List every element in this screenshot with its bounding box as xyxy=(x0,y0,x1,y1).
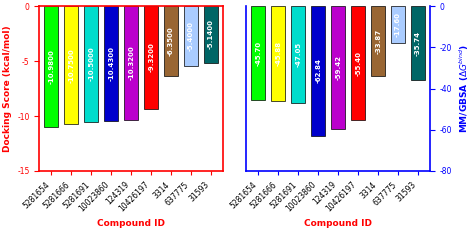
Bar xyxy=(124,6,138,120)
Bar xyxy=(311,6,325,136)
Bar xyxy=(252,6,265,100)
Text: -5.4000: -5.4000 xyxy=(188,21,194,51)
Bar xyxy=(144,6,158,109)
Bar xyxy=(331,6,345,129)
Text: -47.05: -47.05 xyxy=(295,42,301,67)
Bar xyxy=(391,6,405,43)
Text: -10.7500: -10.7500 xyxy=(68,48,74,83)
Text: -35.74: -35.74 xyxy=(415,30,421,56)
Bar xyxy=(204,6,218,63)
Bar xyxy=(184,6,198,66)
Text: -9.3200: -9.3200 xyxy=(148,43,154,72)
Bar xyxy=(84,6,98,122)
Text: -6.3500: -6.3500 xyxy=(168,26,174,56)
Text: -59.42: -59.42 xyxy=(335,55,341,80)
Text: -10.3200: -10.3200 xyxy=(128,46,134,80)
X-axis label: Compound ID: Compound ID xyxy=(97,219,165,228)
Bar xyxy=(411,6,425,80)
Y-axis label: Docking Score (kcal/mol): Docking Score (kcal/mol) xyxy=(3,25,12,152)
Bar xyxy=(104,6,118,121)
Text: -33.87: -33.87 xyxy=(375,29,381,54)
Text: -10.4300: -10.4300 xyxy=(108,46,114,81)
Bar xyxy=(351,6,365,120)
Bar xyxy=(292,6,305,103)
Bar xyxy=(64,6,78,124)
Bar xyxy=(164,6,178,76)
Text: -17.60: -17.60 xyxy=(395,12,401,37)
Text: -10.5000: -10.5000 xyxy=(88,46,94,81)
Bar xyxy=(45,6,58,127)
Text: -5.1400: -5.1400 xyxy=(208,19,214,49)
Y-axis label: MM/GBSA ($\Delta G^{bind}$): MM/GBSA ($\Delta G^{bind}$) xyxy=(458,44,471,133)
Text: -45.70: -45.70 xyxy=(255,41,262,66)
Text: -45.88: -45.88 xyxy=(275,41,282,66)
Bar xyxy=(272,6,285,101)
Text: -62.84: -62.84 xyxy=(315,58,321,83)
Text: -10.9800: -10.9800 xyxy=(48,49,55,84)
Text: -55.40: -55.40 xyxy=(355,51,361,76)
Bar xyxy=(371,6,385,76)
X-axis label: Compound ID: Compound ID xyxy=(304,219,372,228)
